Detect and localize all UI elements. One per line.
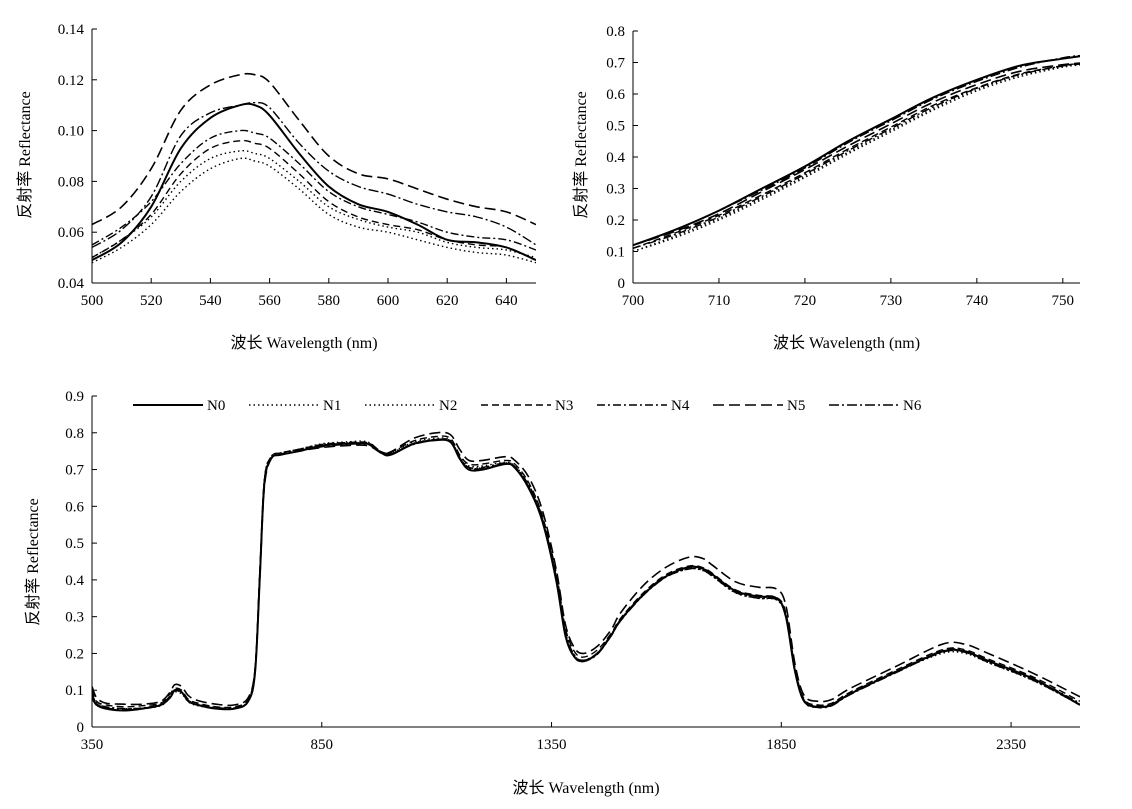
series-line-N5: [633, 62, 1080, 246]
x-tick-label: 1350: [537, 737, 567, 753]
series-line-N3: [633, 62, 1080, 249]
y-tick-label: 0.7: [65, 463, 84, 479]
x-tick-label: 730: [880, 293, 903, 309]
y-tick-label: 0.2: [65, 646, 84, 662]
legend-label-N5: N5: [787, 398, 805, 414]
x-tick-label: 520: [140, 293, 163, 309]
x-axis-label: 波长 Wavelength (nm): [773, 334, 920, 352]
y-tick-label: 0: [77, 720, 85, 736]
x-tick-label: 620: [436, 293, 459, 309]
x-tick-label: 540: [199, 293, 222, 309]
x-tick-label: 2350: [996, 737, 1026, 753]
y-tick-label: 0.8: [606, 24, 625, 40]
y-tick-label: 0.5: [65, 536, 84, 552]
y-tick-label: 0.4: [606, 150, 625, 166]
series-line-N1: [92, 157, 536, 264]
x-tick-label: 580: [318, 293, 341, 309]
y-tick-label: 0.8: [65, 426, 84, 442]
y-tick-label: 0.08: [58, 174, 84, 190]
series-line-N0: [633, 55, 1080, 247]
x-tick-label: 750: [1052, 293, 1075, 309]
x-tick-label: 700: [622, 293, 645, 309]
legend: N0 N1 N2 N3 N4 N5 N6: [133, 398, 922, 414]
x-tick-label: 560: [258, 293, 281, 309]
legend-label-N2: N2: [439, 398, 457, 414]
series-line-N4: [633, 63, 1080, 249]
x-tick-label: 1850: [766, 737, 796, 753]
y-tick-label: 0.10: [58, 124, 84, 140]
chart-panel-2: 0 0.1 0.2 0.3 0.4 0.5 0.6 0.7 0.8 700 710 720 730 740…: [572, 24, 1080, 352]
x-axis-label: 波长 Wavelength (nm): [512, 779, 659, 797]
y-tick-label: 0.6: [606, 87, 625, 103]
chart-panel-1: 0.04 0.06 0.08 0.10 0.12 0.14 500 520 540 560 580 6…: [16, 22, 536, 352]
x-tick-label: 500: [81, 293, 104, 309]
chart-panel-3: 0 0.1 0.2 0.3 0.4 0.5 0.6 0.7 0.8 0.9 350 850 1350 18…: [24, 389, 1080, 797]
y-tick-label: 0: [618, 276, 626, 292]
series-line-N4: [92, 438, 1080, 710]
legend-label-N3: N3: [555, 398, 573, 414]
x-tick-label: 740: [966, 293, 989, 309]
series-line-N6: [92, 438, 1080, 711]
y-tick-label: 0.2: [606, 213, 625, 229]
series-line-N6: [633, 54, 1080, 246]
series-line-N5: [92, 431, 1080, 707]
x-tick-label: 710: [708, 293, 731, 309]
y-axis-label: 反射率 Reflectance: [572, 91, 590, 219]
series-line-N0: [92, 438, 1080, 712]
series-line-N5: [92, 72, 536, 226]
y-tick-label: 0.9: [65, 389, 84, 405]
series-line-N1: [92, 437, 1080, 712]
x-tick-label: 720: [794, 293, 817, 309]
legend-label-N6: N6: [903, 398, 922, 414]
series-line-N0: [92, 102, 536, 262]
legend-label-N1: N1: [323, 398, 341, 414]
y-tick-label: 0.06: [58, 225, 85, 241]
series-line-N3: [92, 435, 1080, 709]
y-axis-label: 反射率 Reflectance: [16, 91, 34, 219]
y-tick-label: 0.14: [58, 22, 85, 38]
x-tick-label: 850: [311, 737, 334, 753]
y-tick-label: 0.04: [58, 276, 85, 292]
series-line-N4: [92, 129, 536, 251]
y-tick-label: 0.12: [58, 73, 84, 89]
x-axis-label: 波长 Wavelength (nm): [230, 334, 377, 352]
y-tick-label: 0.7: [606, 56, 625, 72]
series-line-N2: [92, 438, 1080, 710]
series-line-N2: [633, 63, 1080, 253]
y-axis-label: 反射率 Reflectance: [24, 498, 42, 626]
series-line-N6: [92, 101, 536, 249]
y-tick-label: 0.3: [606, 182, 625, 198]
legend-label-N4: N4: [671, 398, 690, 414]
y-tick-label: 0.3: [65, 610, 84, 626]
y-tick-label: 0.4: [65, 573, 84, 589]
legend-label-N0: N0: [207, 398, 225, 414]
y-tick-label: 0.6: [65, 499, 84, 515]
y-tick-label: 0.5: [606, 119, 625, 135]
y-tick-label: 0.1: [606, 245, 625, 261]
x-tick-label: 350: [81, 737, 104, 753]
x-tick-label: 600: [377, 293, 400, 309]
x-tick-label: 640: [495, 293, 518, 309]
y-tick-label: 0.1: [65, 683, 84, 699]
